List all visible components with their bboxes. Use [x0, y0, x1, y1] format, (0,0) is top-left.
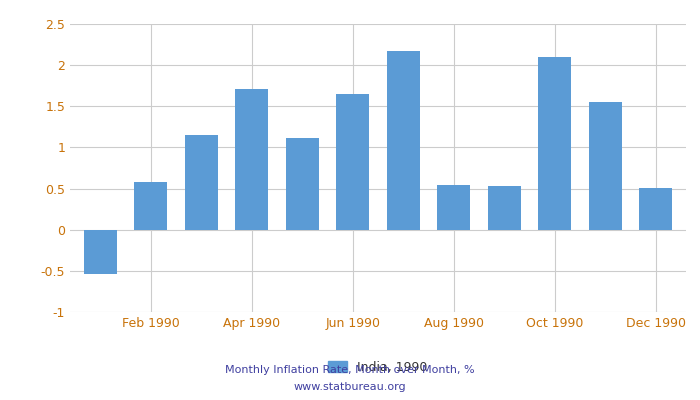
- Bar: [488, 186, 521, 230]
- Text: www.statbureau.org: www.statbureau.org: [294, 382, 406, 392]
- Text: Monthly Inflation Rate, Month over Month, %: Monthly Inflation Rate, Month over Month…: [225, 365, 475, 375]
- Bar: [639, 188, 672, 230]
- Bar: [134, 182, 167, 230]
- Bar: [235, 89, 268, 230]
- Bar: [286, 138, 318, 230]
- Bar: [387, 51, 420, 230]
- Bar: [438, 185, 470, 230]
- Bar: [185, 135, 218, 230]
- Bar: [538, 57, 571, 230]
- Bar: [336, 94, 369, 230]
- Bar: [589, 102, 622, 230]
- Legend: India, 1990: India, 1990: [323, 356, 433, 379]
- Bar: [84, 230, 117, 274]
